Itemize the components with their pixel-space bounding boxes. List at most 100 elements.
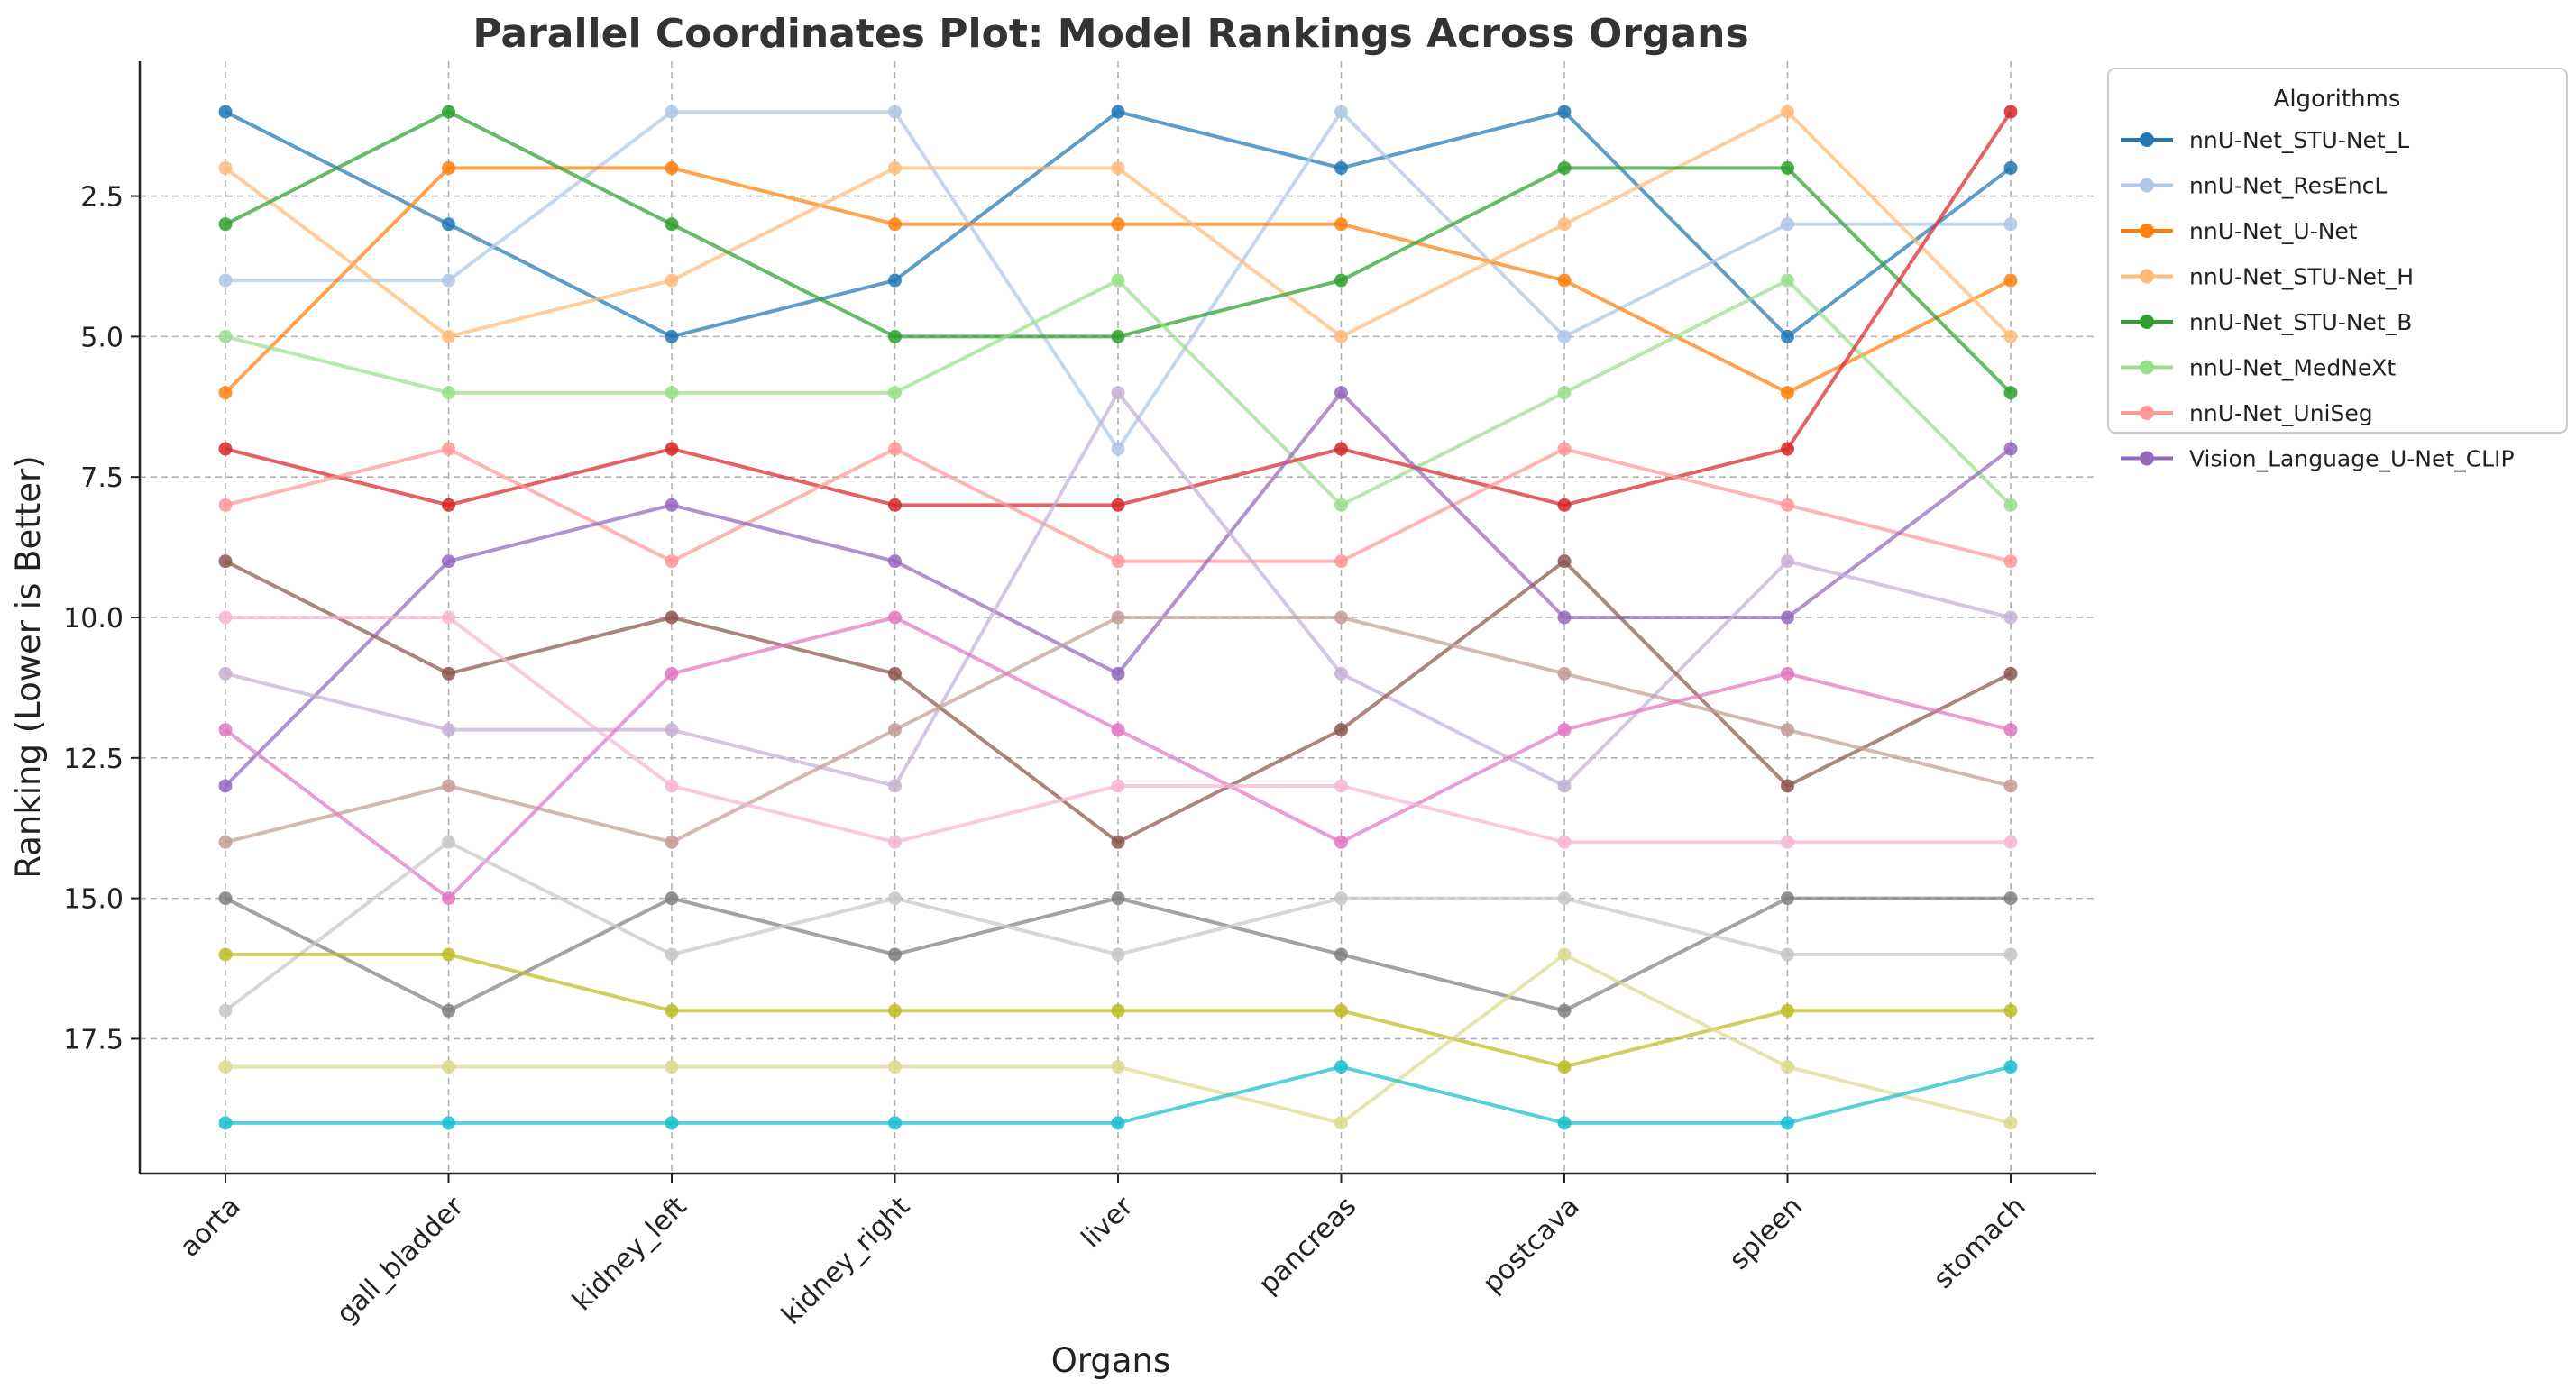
series-point [665,554,679,569]
series-point [888,610,902,625]
series-17 [218,947,2018,1130]
series-point [1781,105,1794,119]
series-point [665,217,679,232]
series-point [1781,1003,1794,1018]
legend-label: nnU-Net_MedNeXt [2189,355,2396,381]
series-point [1334,1003,1348,1018]
series-11 [218,610,2018,849]
series-point [1334,666,1348,681]
series-point [218,105,233,119]
y-tick-label: 12.5 [63,744,124,775]
series-point [1557,554,1572,569]
series-point [665,329,679,343]
series-point [665,947,679,962]
y-tick-label: 2.5 [80,182,124,214]
series-point [1781,947,1794,962]
series-point [1334,160,1348,175]
series-point [1111,610,1125,625]
series-point [888,947,902,962]
series-point [1334,947,1348,962]
series-point [1557,160,1572,175]
series-point [218,554,233,569]
series-point [442,554,455,569]
legend-label: nnU-Net_STU-Net_L [2189,127,2409,153]
series-point [1557,835,1572,849]
legend-swatch-marker [2140,269,2154,284]
series-point [1557,329,1572,343]
series-point [218,386,233,400]
legend-entry: nnU-Net_MedNeXt [2121,355,2396,381]
series-point [665,160,679,175]
series-point [1557,1003,1572,1018]
series-point [2003,610,2018,625]
series-point [218,160,233,175]
series-point [1111,723,1125,737]
series-point [1111,1116,1125,1130]
legend-entry: nnU-Net_STU-Net_H [2121,264,2414,290]
series-point [442,1003,455,1018]
legend-swatch-marker [2140,451,2154,466]
series-point [442,610,455,625]
series-point [442,273,455,288]
series-point [1557,442,1572,456]
series-point [1334,1116,1348,1130]
series-point [1334,105,1348,119]
legend-box [2107,68,2568,434]
series-point [442,891,455,906]
series-point [888,442,902,456]
series-point [665,1003,679,1018]
series-point [1557,891,1572,906]
series-point [665,891,679,906]
series-point [1557,217,1572,232]
series-point [1111,1003,1125,1018]
series-point [665,610,679,625]
series-point [1557,1116,1572,1130]
series-point [218,442,233,456]
legend-entry: nnU-Net_STU-Net_L [2121,127,2409,153]
series-8 [218,386,2018,793]
series-point [442,329,455,343]
series-point [1781,160,1794,175]
series-point [442,1060,455,1074]
series-point [888,1003,902,1018]
series-point [1111,498,1125,512]
series-point [665,723,679,737]
series-point [442,442,455,456]
series-point [218,666,233,681]
series-point [888,105,902,119]
y-tick-label: 17.5 [63,1024,124,1055]
series-point [1111,217,1125,232]
series-point [1111,779,1125,793]
series-point [2003,442,2018,456]
series-4 [218,105,2018,400]
series-5 [218,273,2018,512]
series-point [888,891,902,906]
series-point [218,1116,233,1130]
series-point [1557,610,1572,625]
series-point [888,1116,902,1130]
series-point [888,666,902,681]
y-tick-label: 7.5 [80,462,124,494]
legend-label: nnU-Net_UniSeg [2189,400,2373,426]
series-point [442,723,455,737]
legend-label: nnU-Net_ResEncL [2189,173,2387,199]
series-point [218,610,233,625]
series-point [218,835,233,849]
series-point [1557,666,1572,681]
series-point [1781,1116,1794,1130]
series-point [665,386,679,400]
series-point [1334,554,1348,569]
series-point [218,217,233,232]
series-point [1557,723,1572,737]
series-12 [218,610,2018,906]
series-point [1781,835,1794,849]
legend-swatch-marker [2140,406,2154,420]
legend-label: nnU-Net_STU-Net_B [2189,309,2412,335]
series-point [665,1060,679,1074]
series-point [1111,891,1125,906]
series-point [665,779,679,793]
series-point [2003,891,2018,906]
series-point [888,835,902,849]
y-tick-label: 10.0 [63,603,124,635]
series-point [1334,442,1348,456]
